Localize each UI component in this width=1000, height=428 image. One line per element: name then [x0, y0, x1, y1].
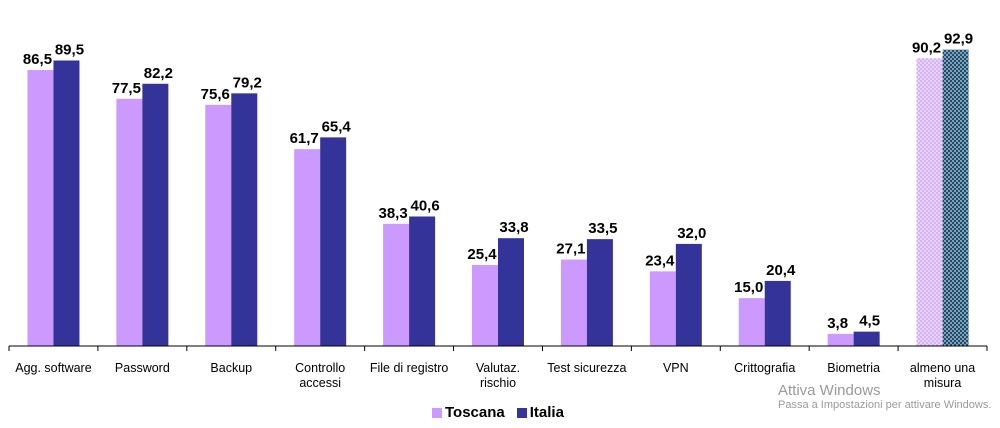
ticks-layer — [8, 346, 988, 351]
bar-toscana — [294, 149, 321, 346]
bar-toscana — [205, 104, 232, 346]
data-label-toscana: 61,7 — [290, 130, 319, 147]
category-label: Controllo — [295, 361, 345, 375]
legend-label-toscana: Toscana — [445, 404, 505, 421]
bar-toscana — [27, 70, 54, 346]
data-label-italia: 4,5 — [859, 313, 880, 330]
category-label: Backup — [210, 361, 252, 375]
category-label: misura — [924, 376, 962, 390]
legend-swatch-italia — [516, 407, 527, 418]
category-label: almeno una — [910, 361, 975, 375]
data-label-italia: 20,4 — [766, 262, 796, 279]
category-label: File di registro — [370, 361, 449, 375]
bar-italia — [142, 83, 169, 347]
watermark-subtitle: Passa a Impostazioni per attivare Window… — [778, 399, 992, 411]
data-label-italia: 92,9 — [944, 31, 973, 48]
data-label-toscana: 77,5 — [112, 80, 141, 97]
bar-toscana — [560, 259, 587, 346]
bar-toscana — [116, 98, 143, 347]
bar-italia — [409, 216, 436, 346]
bar-italia — [586, 239, 613, 346]
category-label: Crittografia — [734, 361, 795, 375]
category-label: Agg. software — [15, 361, 91, 375]
data-label-italia: 33,5 — [588, 220, 617, 237]
data-label-toscana: 75,6 — [201, 86, 230, 103]
category-label: Test sicurezza — [547, 361, 626, 375]
data-label-toscana: 27,1 — [556, 241, 585, 258]
bar-italia — [53, 60, 80, 347]
bar-italia — [498, 238, 524, 346]
legend-item-toscana: Toscana — [432, 404, 505, 421]
bar-italia — [675, 243, 702, 346]
bar-italia — [764, 280, 791, 346]
data-label-italia: 65,4 — [322, 118, 352, 135]
legend-swatch-toscana — [432, 407, 442, 418]
category-label: rischio — [480, 376, 516, 390]
bar-chart: 86,589,5 Agg. software 77,582,2 Password 75,… — [8, 31, 988, 390]
data-label-italia: 89,5 — [55, 41, 84, 58]
bar-toscana — [472, 264, 498, 346]
category-label: Biometria — [827, 361, 880, 375]
data-label-italia: 79,2 — [233, 74, 262, 91]
data-label-italia: 40,6 — [410, 197, 439, 214]
legend-label-italia: Italia — [529, 404, 564, 421]
bar-italia — [942, 49, 969, 347]
bar-toscana — [738, 298, 765, 346]
data-label-italia: 32,0 — [677, 225, 706, 242]
data-label-italia: 33,8 — [499, 219, 528, 236]
bar-italia — [320, 137, 347, 346]
bar-toscana — [383, 223, 410, 346]
legend-item-italia: Italia — [516, 404, 564, 421]
category-label: Password — [115, 361, 170, 375]
data-label-toscana: 90,2 — [912, 39, 941, 56]
category-label: VPN — [663, 361, 689, 375]
bars-layer — [27, 49, 969, 347]
bar-toscana — [916, 58, 943, 347]
bar-toscana — [827, 333, 854, 346]
windows-activation-watermark: Attiva Windows Passa a Impostazioni per … — [778, 382, 991, 411]
data-label-toscana: 25,4 — [467, 246, 497, 263]
data-label-toscana: 23,4 — [645, 252, 675, 269]
data-label-toscana: 3,8 — [827, 315, 848, 332]
watermark-title: Attiva Windows — [778, 382, 881, 399]
bar-italia — [853, 331, 880, 346]
bar-toscana — [649, 271, 676, 346]
data-label-italia: 82,2 — [144, 65, 173, 82]
data-label-toscana: 15,0 — [734, 279, 763, 296]
category-label: Valutaz. — [476, 361, 520, 375]
legend: Toscana Italia — [432, 404, 564, 421]
data-label-toscana: 86,5 — [23, 51, 52, 68]
category-label: accessi — [299, 376, 341, 390]
labels-layer: 86,589,5 Agg. software 77,582,2 Password 75,… — [15, 31, 975, 390]
bar-italia — [231, 93, 258, 347]
data-label-toscana: 38,3 — [378, 205, 407, 222]
